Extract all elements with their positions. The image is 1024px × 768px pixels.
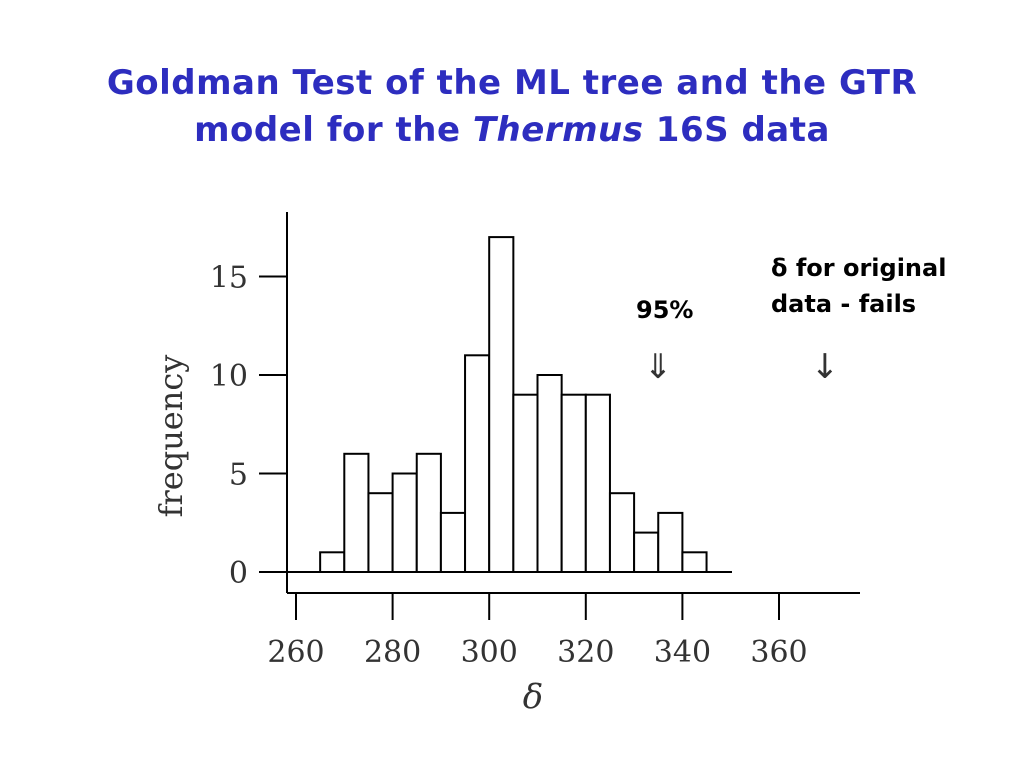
- original-note-line-1: δ for original: [771, 254, 947, 282]
- percentile-label: 95%: [636, 296, 694, 324]
- x-tick-label: 360: [750, 635, 807, 670]
- original-data-note: δ for original data - fails: [771, 250, 946, 322]
- x-tick-label: 280: [364, 635, 421, 670]
- histogram-bar: [439, 511, 467, 574]
- title-line-1: Goldman Test of the ML tree and the GTR: [106, 63, 918, 103]
- histogram-bar: [391, 472, 418, 573]
- histogram-bar: [657, 511, 684, 574]
- histogram-bar: [608, 492, 636, 574]
- y-tick-label: 15: [210, 261, 248, 296]
- x-tick-label: 300: [461, 635, 518, 670]
- y-axis: 0 5 10 15: [210, 212, 288, 593]
- original-arrow-icon: ↓: [811, 347, 840, 387]
- y-tick-label: 5: [229, 458, 248, 493]
- histogram-bar: [512, 393, 539, 574]
- x-tick-label: 320: [557, 635, 614, 670]
- title-line-2: model for the Thermus 16S data: [0, 107, 1024, 154]
- histogram-bar: [536, 374, 563, 573]
- histogram-bar: [560, 393, 587, 574]
- histogram-bar: [343, 452, 370, 573]
- histogram-bar: [415, 452, 442, 573]
- bars-group: [319, 236, 708, 574]
- histogram-bar: [367, 492, 394, 574]
- x-axis: 260 280 300 320 340 360: [259, 571, 860, 670]
- percentile-arrow-icon: ⇓: [644, 347, 673, 387]
- title-line-2-italic: Thermus: [472, 110, 644, 150]
- y-tick-label: 10: [210, 359, 248, 394]
- slide-title: Goldman Test of the ML tree and the GTR …: [0, 60, 1024, 154]
- histogram-bar: [488, 236, 515, 573]
- y-tick-label: 0: [229, 556, 248, 591]
- histogram-bar: [681, 551, 708, 573]
- x-axis-title: δ: [523, 677, 543, 717]
- x-tick-label: 340: [654, 635, 711, 670]
- histogram-bar: [319, 551, 346, 573]
- histogram-bar: [584, 393, 611, 574]
- x-tick-label: 260: [267, 635, 324, 670]
- title-line-2-post: 16S data: [643, 110, 830, 150]
- histogram-bar: [464, 354, 491, 573]
- original-note-line-2: data - fails: [771, 290, 917, 318]
- title-line-2-pre: model for the: [194, 110, 473, 150]
- histogram-bar: [633, 531, 660, 573]
- y-axis-title: frequency: [152, 355, 190, 518]
